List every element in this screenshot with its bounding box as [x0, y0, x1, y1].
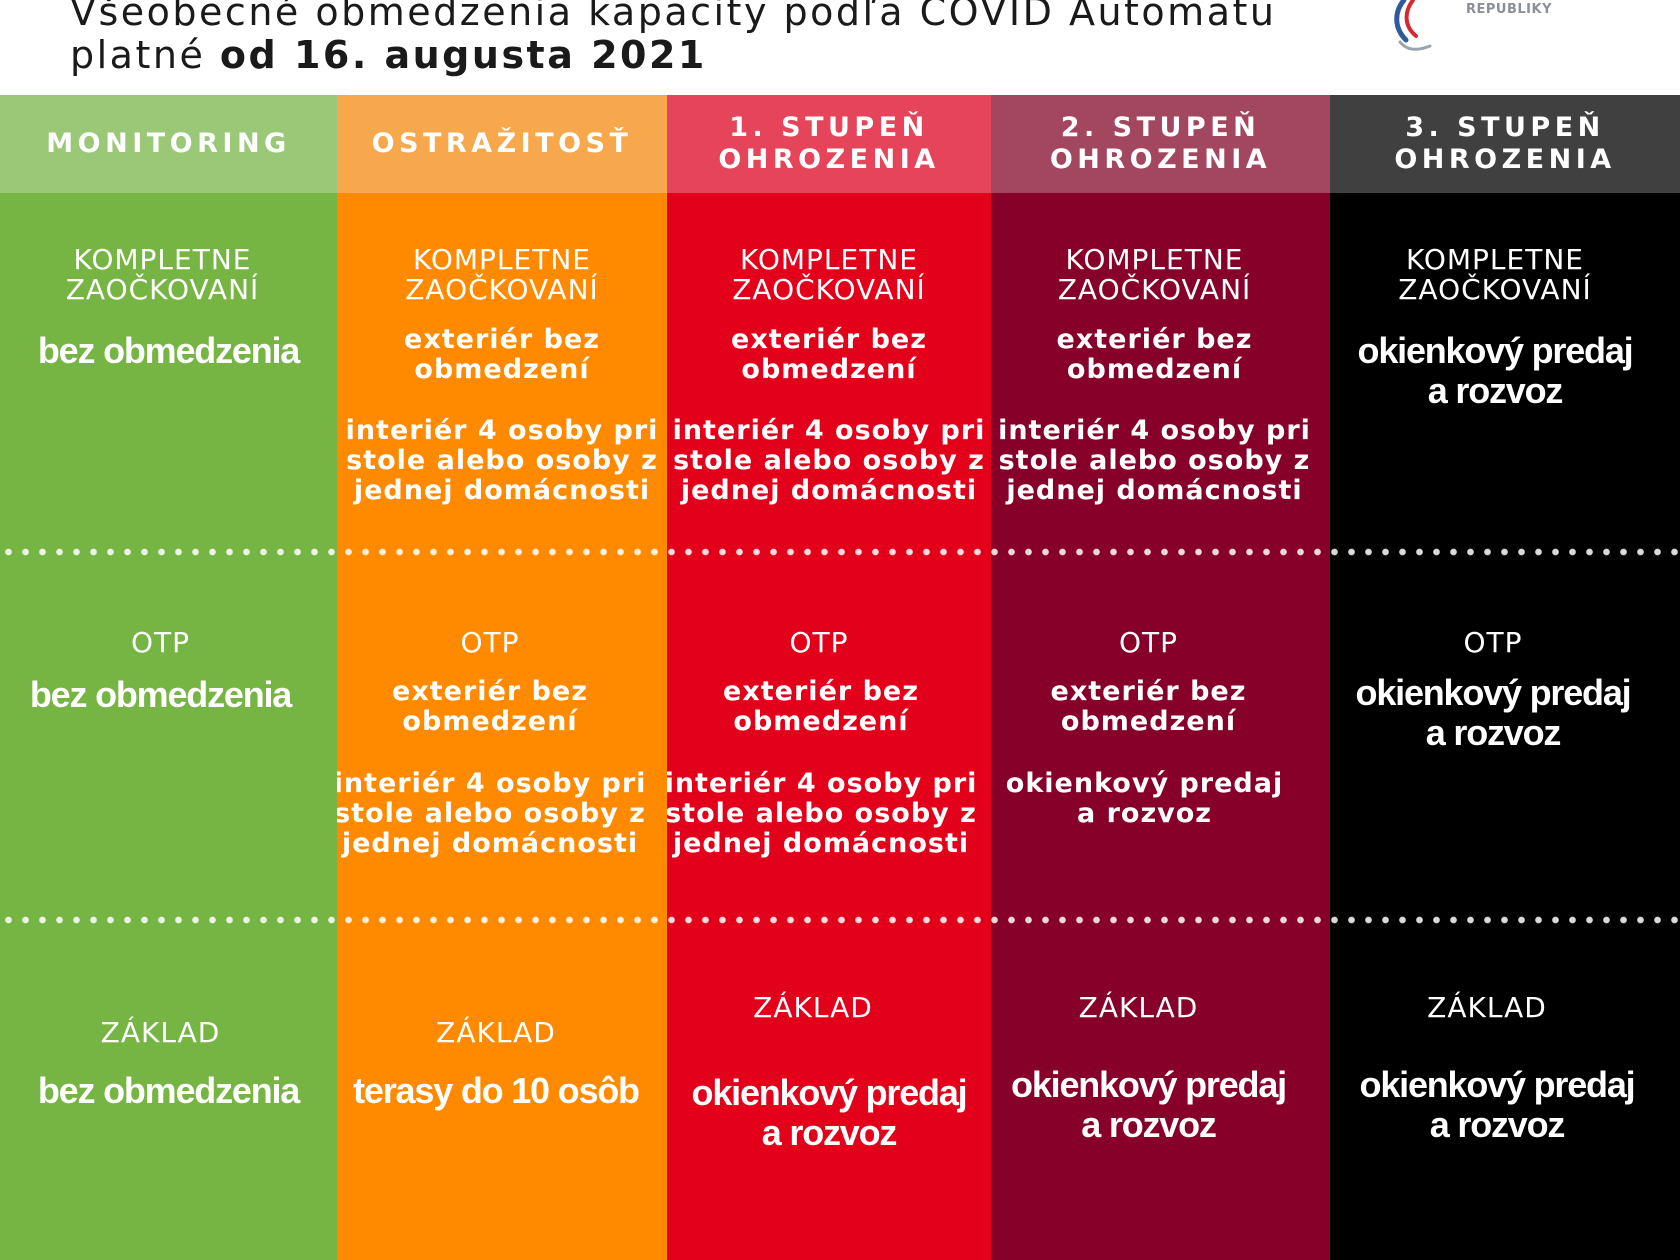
label-vaccinated: KOMPLETNE ZAOČKOVANÍ: [1057, 243, 1252, 306]
column-monitoring: MONITORING KOMPLETNE ZAOČKOVANÍ bez obme…: [0, 95, 337, 1260]
column-title: MONITORING: [46, 128, 291, 159]
page-subtitle: platné od 16. augusta 2021: [70, 31, 707, 79]
label-basic: ZÁKLAD: [1078, 991, 1199, 1024]
label-basic: ZÁKLAD: [1427, 991, 1547, 1024]
rule-otp-interior: interiér 4 osoby pri stole alebo osoby z…: [337, 768, 647, 859]
label-otp: OTP: [130, 626, 191, 659]
label-vaccinated: KOMPLETNE ZAOČKOVANÍ: [65, 243, 260, 306]
label-otp: OTP: [460, 626, 520, 659]
page-title: Všeobecné obmedzenia kapacity podľa COVI…: [70, 0, 1277, 34]
rule-basic: bez obmedzenia: [37, 1070, 300, 1111]
rule-vaccinated-interior: interiér 4 osoby pri stole alebo osoby z…: [345, 415, 659, 506]
column-title: 2. STUPEŇ OHROZENIA: [1049, 112, 1272, 175]
label-basic: ZÁKLAD: [436, 1016, 556, 1049]
rule-vaccinated-interior: interiér 4 osoby pri stole alebo osoby z…: [998, 415, 1311, 506]
column-title: 3. STUPEŇ OHROZENIA: [1394, 112, 1616, 175]
column-header-stupen-3: 3. STUPEŇ OHROZENIA: [1330, 95, 1680, 193]
rule-otp-exterior: exteriér bez obmedzení: [723, 676, 919, 737]
column-header-stupen-1: 1. STUPEŇ OHROZENIA: [667, 95, 991, 193]
rule-vaccinated: okienkový predaj a rozvoz: [1357, 330, 1634, 411]
label-vaccinated: KOMPLETNE ZAOČKOVANÍ: [405, 243, 599, 306]
column-ostrazitost: OSTRAŽITOSŤ KOMPLETNE ZAOČKOVANÍ exterié…: [337, 95, 667, 1260]
rule-otp-interior: interiér 4 osoby pri stole alebo osoby z…: [667, 768, 978, 859]
column-stupen-3: 3. STUPEŇ OHROZENIA KOMPLETNE ZAOČKOVANÍ…: [1330, 95, 1680, 1260]
rule-otp: bez obmedzenia: [29, 674, 292, 715]
column-header-ostrazitost: OSTRAŽITOSŤ: [337, 95, 667, 193]
label-otp: OTP: [1118, 626, 1179, 659]
label-basic: ZÁKLAD: [100, 1016, 221, 1049]
rule-basic: okienkový predaj a rozvoz: [1359, 1064, 1636, 1145]
row-divider: [0, 548, 1680, 556]
ministry-logo-mark: [1394, 0, 1432, 51]
label-basic: ZÁKLAD: [753, 991, 873, 1024]
rule-otp-exterior: exteriér bez obmedzení: [392, 676, 588, 737]
label-otp: OTP: [789, 626, 849, 659]
rule-otp-exterior: exteriér bez obmedzení: [1050, 676, 1247, 737]
column-title: OSTRAŽITOSŤ: [371, 128, 633, 159]
rule-otp-window: okienkový predaj a rozvoz: [1005, 768, 1284, 829]
rule-vaccinated-exterior: exteriér bez obmedzení: [731, 324, 927, 385]
rule-basic: terasy do 10 osôb: [353, 1070, 640, 1111]
rule-vaccinated: bez obmedzenia: [37, 330, 300, 371]
column-header-stupen-2: 2. STUPEŇ OHROZENIA: [991, 95, 1330, 193]
rule-otp: okienkový predaj a rozvoz: [1355, 672, 1632, 753]
column-title: 1. STUPEŇ OHROZENIA: [718, 112, 940, 175]
column-header-monitoring: MONITORING: [0, 95, 337, 193]
logo-text: REPUBLIKY: [1466, 2, 1552, 17]
ministry-logo: REPUBLIKY: [1386, 0, 1606, 56]
rule-vaccinated-exterior: exteriér bez obmedzení: [1056, 324, 1253, 385]
subtitle-date: od 16. augusta 2021: [219, 33, 707, 77]
label-vaccinated: KOMPLETNE ZAOČKOVANÍ: [1398, 243, 1592, 306]
rule-basic: okienkový predaj a rozvoz: [1011, 1064, 1287, 1145]
rule-vaccinated-interior: interiér 4 osoby pri stole alebo osoby z…: [672, 415, 986, 506]
label-vaccinated: KOMPLETNE ZAOČKOVANÍ: [732, 243, 926, 306]
subtitle-prefix: platné: [70, 33, 220, 77]
column-stupen-2: 2. STUPEŇ OHROZENIA KOMPLETNE ZAOČKOVANÍ…: [991, 95, 1330, 1260]
rule-vaccinated-exterior: exteriér bez obmedzení: [404, 324, 600, 385]
column-stupen-1: 1. STUPEŇ OHROZENIA KOMPLETNE ZAOČKOVANÍ…: [667, 95, 991, 1260]
row-divider: [0, 916, 1680, 924]
rule-basic: okienkový predaj a rozvoz: [691, 1072, 968, 1153]
label-otp: OTP: [1463, 626, 1523, 659]
